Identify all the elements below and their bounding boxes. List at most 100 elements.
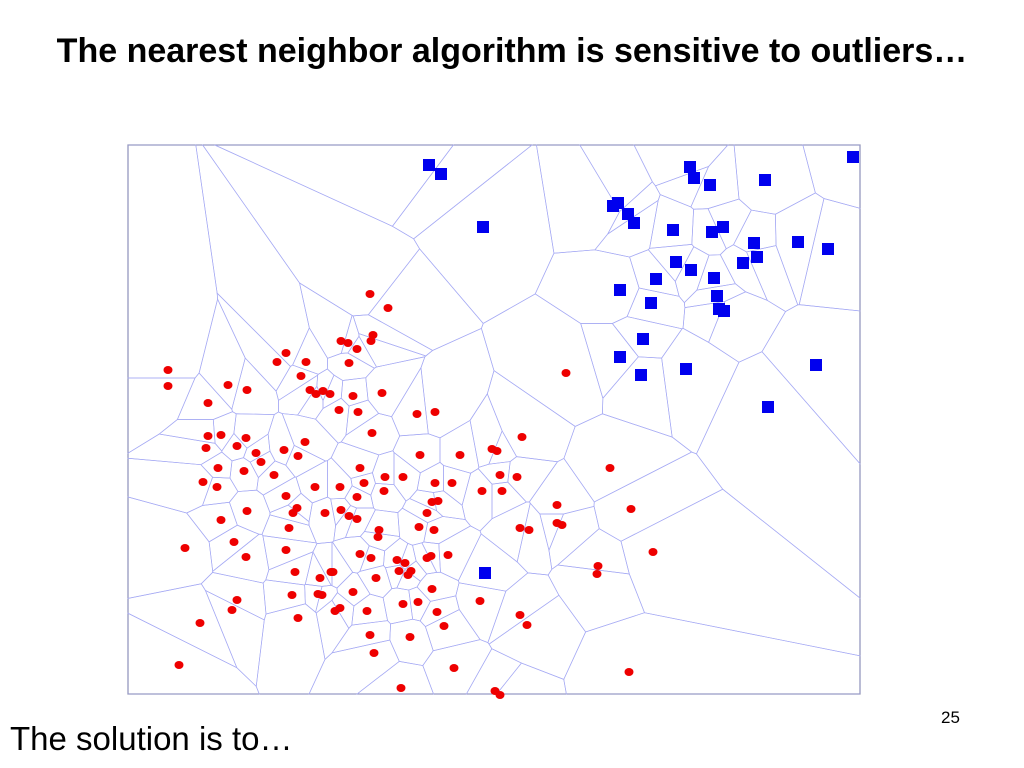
voronoi-cell	[424, 609, 481, 652]
circle-point	[447, 479, 457, 487]
circle-point	[369, 649, 379, 657]
square-point	[667, 224, 679, 236]
circle-point	[335, 483, 345, 491]
circle-point	[232, 442, 242, 450]
circle-point	[430, 479, 440, 487]
voronoi-cell	[495, 662, 567, 695]
circle-point	[515, 611, 525, 619]
voronoi-cell	[404, 560, 428, 582]
square-point	[822, 243, 834, 255]
voronoi-cell	[481, 293, 604, 427]
voronoi-cell	[267, 411, 295, 466]
circle-point	[242, 386, 252, 394]
circle-point	[336, 506, 346, 514]
circle-point	[300, 438, 310, 446]
voronoi-cell	[331, 541, 354, 589]
page-number: 25	[941, 708, 960, 727]
voronoi-cell	[536, 144, 621, 254]
circle-point	[624, 668, 634, 676]
voronoi-cell	[491, 481, 527, 520]
circle-point	[216, 516, 226, 524]
voronoi-cell	[661, 327, 740, 455]
square-point	[637, 333, 649, 345]
circle-point	[398, 600, 408, 608]
circle-point	[495, 691, 505, 699]
square-point	[479, 567, 491, 579]
square-point	[684, 161, 696, 173]
circle-point	[242, 507, 252, 515]
circle-point	[524, 526, 534, 534]
circle-point	[241, 553, 251, 561]
voronoi-cell	[216, 292, 291, 392]
circle-point	[163, 382, 173, 390]
circle-point	[374, 526, 384, 534]
circle-point	[288, 509, 298, 517]
voronoi-cell	[208, 524, 260, 572]
voronoi-cell	[420, 327, 495, 439]
voronoi-cell	[649, 194, 694, 249]
voronoi-cell	[696, 351, 861, 599]
circle-point	[477, 487, 487, 495]
circle-point	[241, 434, 251, 442]
circle-point	[163, 366, 173, 374]
circle-point	[626, 505, 636, 513]
voronoi-cell	[231, 357, 279, 415]
circle-point	[203, 399, 213, 407]
circle-point	[352, 515, 362, 523]
voronoi-cell	[416, 461, 444, 493]
circle-point	[561, 369, 571, 377]
voronoi-cell	[204, 589, 265, 688]
voronoi-cell	[195, 144, 310, 367]
voronoi-cell	[198, 298, 246, 411]
voronoi-cell	[315, 397, 350, 444]
circle-point	[406, 567, 416, 575]
chart	[127, 144, 861, 699]
voronoi-cell	[548, 505, 600, 570]
voronoi-cell	[127, 583, 238, 669]
circle-point	[353, 408, 363, 416]
voronoi-cell	[413, 144, 555, 324]
square-point	[612, 197, 624, 209]
circle-point	[515, 524, 525, 532]
voronoi-cell	[201, 476, 239, 506]
square-point	[614, 351, 626, 363]
voronoi-cell	[433, 490, 466, 520]
square-point	[650, 273, 662, 285]
circle-point	[383, 304, 393, 312]
square-point	[435, 168, 447, 180]
circle-point	[301, 358, 311, 366]
square-point	[847, 151, 859, 163]
circle-point	[366, 554, 376, 562]
square-point	[477, 221, 489, 233]
voronoi-cell	[262, 579, 306, 615]
circle-point	[311, 390, 321, 398]
voronoi-cell	[580, 323, 639, 399]
square-point	[704, 179, 716, 191]
circle-point	[422, 509, 432, 517]
circle-point	[198, 478, 208, 486]
circle-point	[367, 429, 377, 437]
voronoi-cell	[488, 594, 587, 680]
circle-point	[227, 606, 237, 614]
circle-point	[413, 598, 423, 606]
circle-point	[272, 358, 282, 366]
circle-point	[429, 526, 439, 534]
circle-point	[593, 562, 603, 570]
circle-point	[455, 451, 465, 459]
voronoi-cell	[528, 457, 595, 515]
square-point	[645, 297, 657, 309]
square-point	[670, 256, 682, 268]
circle-point	[287, 591, 297, 599]
voronoi-cell	[469, 393, 503, 468]
circle-point	[232, 596, 242, 604]
circle-point	[605, 464, 615, 472]
circle-point	[335, 604, 345, 612]
voronoi-cell	[365, 356, 426, 418]
circle-point	[497, 487, 507, 495]
square-point	[708, 272, 720, 284]
voronoi-cell	[487, 572, 560, 645]
circle-point	[348, 392, 358, 400]
circle-point	[296, 372, 306, 380]
circle-point	[415, 451, 425, 459]
